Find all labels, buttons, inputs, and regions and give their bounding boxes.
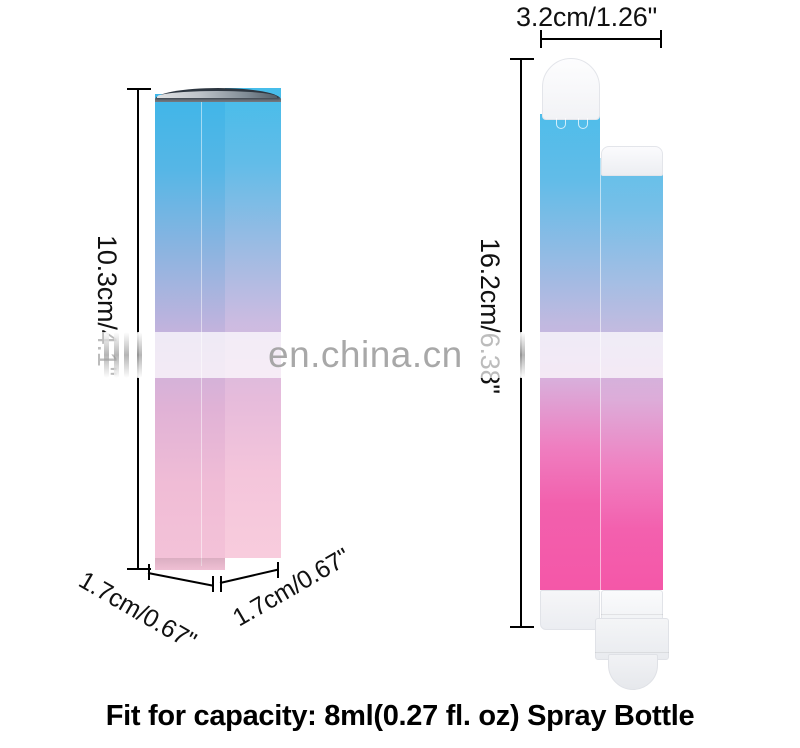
box-side-face	[225, 88, 281, 558]
flat-unfolded-box	[540, 58, 670, 690]
capacity-caption: Fit for capacity: 8ml(0.27 fl. oz) Spray…	[105, 700, 695, 732]
left-height-dimension-line	[137, 88, 139, 570]
right-width-cap-right	[660, 30, 662, 48]
box-top-highlight	[157, 91, 277, 98]
right-width-cap-left	[540, 30, 542, 48]
box-front-face	[155, 94, 225, 570]
flatbox-bottom-tongue-flap	[608, 654, 658, 690]
right-length-cap-bottom	[510, 626, 534, 628]
right-length-dimension-line	[520, 58, 522, 628]
flatbox-tuck-notch-left	[556, 118, 566, 129]
flatbox-top-left-flap	[542, 58, 600, 120]
flatbox-top-right-flap	[601, 146, 663, 176]
flatbox-right-panel	[600, 158, 663, 590]
left-width-front-cap-a	[148, 564, 150, 580]
box-bottom-edge	[155, 558, 225, 570]
flatbox-flap-seam-b	[595, 652, 669, 653]
right-length-label: 16.2cm/6.38"	[475, 238, 505, 394]
left-width-front-dimension-line	[147, 572, 213, 587]
flatbox-flap-seam-a	[601, 614, 663, 615]
flatbox-tuck-notch-right	[578, 118, 588, 129]
left-width-side-dimension-line	[219, 568, 279, 584]
flatbox-left-panel	[540, 114, 600, 590]
box-fold-crease	[201, 96, 202, 566]
flatbox-bottom-left-flap	[540, 590, 600, 630]
box-top-face	[155, 88, 281, 102]
right-length-cap-top	[510, 58, 534, 60]
watermark-tick-c	[124, 332, 129, 378]
right-width-label: 3.2cm/1.26"	[516, 2, 657, 32]
flatbox-bottom-lower-flap	[595, 618, 669, 660]
left-height-cap-top	[127, 88, 151, 90]
left-height-cap-bottom	[127, 568, 151, 570]
left-width-front-cap-b	[212, 576, 214, 592]
left-height-label: 10.3cm/4.1"	[92, 235, 122, 376]
flatbox-fold-line	[600, 158, 601, 590]
right-width-dimension-line	[540, 38, 662, 40]
assembled-upright-box	[155, 88, 281, 570]
left-width-side-cap-b	[277, 562, 279, 578]
left-width-side-cap-a	[220, 576, 222, 592]
